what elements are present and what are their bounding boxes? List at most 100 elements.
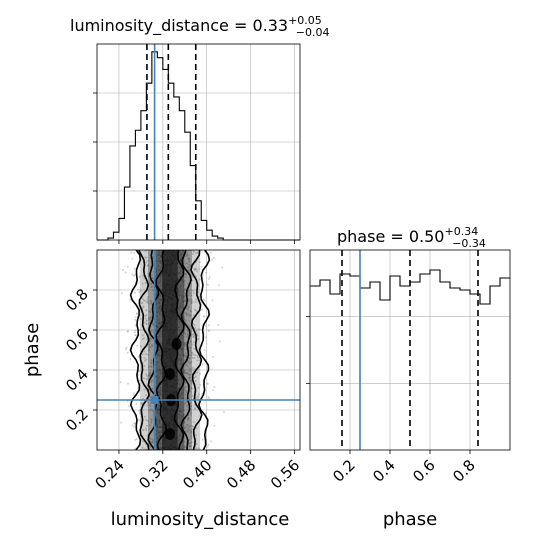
scatter-point (199, 372, 202, 375)
scatter-point (152, 289, 155, 292)
scatter-point (189, 349, 192, 352)
scatter-point (182, 284, 185, 287)
scatter-point (179, 357, 182, 360)
scatter-point (150, 286, 153, 289)
scatter-point (181, 336, 184, 339)
scatter-point (184, 300, 187, 303)
scatter-point (183, 343, 186, 346)
scatter-point (155, 441, 158, 444)
scatter-point (122, 268, 124, 271)
scatter-point (193, 268, 196, 271)
scatter-plot-area (97, 250, 300, 450)
scatter-point (180, 358, 183, 361)
scatter-point (190, 360, 193, 363)
scatter-point (183, 446, 186, 449)
scatter-point (190, 381, 193, 384)
scatter-point (141, 282, 144, 285)
scatter-point (190, 300, 193, 303)
scatter-point (146, 301, 149, 304)
scatter-point (144, 317, 147, 320)
scatter-point (182, 280, 185, 283)
scatter-point (157, 326, 160, 329)
scatter-point (190, 387, 193, 390)
scatter-point (183, 371, 186, 374)
scatter-point (184, 272, 187, 275)
scatter-point (151, 387, 154, 390)
scatter-point (181, 378, 184, 381)
scatter-point (178, 414, 181, 417)
scatter-point (124, 271, 127, 274)
scatter-point (150, 361, 153, 364)
scatter-point (178, 433, 181, 436)
scatter-point (131, 257, 134, 260)
scatter-point (178, 329, 181, 332)
scatter-point (158, 307, 161, 310)
scatter-point (159, 447, 162, 449)
scatter-point (190, 431, 193, 434)
scatter-point (195, 252, 197, 254)
scatter-point (187, 257, 190, 260)
scatter-point (187, 282, 189, 285)
scatter-point (187, 361, 190, 364)
scatter-point (187, 298, 190, 301)
scatter-point (186, 254, 189, 257)
scatter-point (155, 302, 157, 305)
scatter-point (158, 280, 161, 283)
scatter-point (134, 438, 137, 441)
scatter-point (149, 283, 152, 286)
scatter-point (188, 266, 191, 269)
scatter-point (185, 429, 188, 432)
scatter-point (138, 291, 141, 294)
scatter-point (193, 376, 196, 379)
scatter-point (218, 340, 221, 343)
scatter-point (187, 427, 190, 430)
scatter-point (155, 310, 158, 313)
scatter-point (188, 259, 191, 262)
scatter-point (193, 327, 196, 330)
scatter-point (147, 316, 150, 319)
scatter-point (148, 346, 151, 349)
scatter-point (184, 311, 187, 314)
scatter-point (124, 348, 127, 351)
scatter-point (179, 276, 182, 278)
scatter-point (191, 366, 194, 369)
scatter-point (192, 421, 195, 423)
scatter-point (155, 433, 157, 435)
scatter-point (187, 329, 189, 332)
scatter-point (132, 393, 135, 396)
scatter-point (196, 356, 199, 359)
scatter-point (142, 299, 145, 302)
scatter-point (147, 264, 149, 266)
scatter-point (133, 334, 136, 337)
scatter-point (159, 393, 162, 396)
scatter-point (179, 266, 182, 269)
contour-line-1 (137, 250, 150, 450)
y-tick-label: 0.4 (62, 365, 92, 395)
scatter-point (207, 329, 210, 332)
scatter-point (184, 393, 187, 396)
scatter-point (211, 258, 214, 261)
scatter-point (187, 300, 190, 303)
scatter-point (160, 299, 163, 302)
scatter-point (180, 415, 183, 418)
scatter-point (156, 381, 159, 384)
scatter-point (150, 316, 152, 319)
scatter-point (185, 354, 188, 357)
scatter-point (205, 271, 208, 274)
scatter-point (177, 439, 180, 442)
scatter-point (144, 261, 147, 264)
scatter-point (191, 394, 194, 397)
scatter-point (183, 421, 186, 424)
scatter-point (217, 324, 220, 326)
x-axis-label-phase: phase (383, 509, 437, 530)
scatter-point (149, 340, 152, 343)
scatter-point (181, 278, 184, 281)
scatter-point (159, 426, 162, 429)
scatter-point (159, 348, 162, 351)
scatter-point (141, 306, 144, 309)
scatter-point (183, 387, 186, 390)
scatter-point (182, 347, 184, 350)
scatter-point (196, 251, 199, 254)
scatter-point (159, 294, 162, 297)
scatter-point (212, 389, 215, 392)
